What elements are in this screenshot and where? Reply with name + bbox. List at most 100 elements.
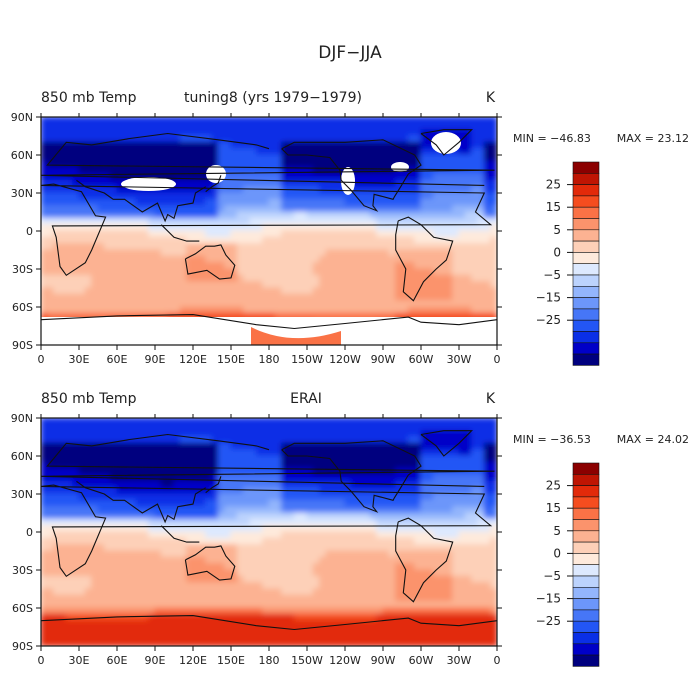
x-tick-label: 90W [371,353,396,366]
y-tick-label: 30S [12,263,33,276]
x-tick-label: 150W [291,654,323,667]
max-label: MAX = 24.02 [617,433,689,446]
colorbar-swatch [572,473,600,486]
y-tick-label: 60N [11,450,33,463]
x-tick-label: 180 [259,654,280,667]
colorbar-swatch [572,654,600,667]
y-tick-label: 30N [11,187,33,200]
colorbar-tick-label: 25 [546,479,561,493]
temperature-field [41,418,497,646]
colorbar-tick-label: 0 [553,245,561,259]
colorbar-swatch [572,564,600,577]
y-tick-label: 60S [12,301,33,314]
x-tick-label: 60W [409,654,434,667]
panel-title: 850 mb Temp [41,391,137,407]
colorbar-tick-label: −15 [536,592,561,606]
colorbar: 25 15 5 0 −5 −15 −25 [536,161,600,366]
colorbar-swatch [572,575,600,588]
colorbar-tick-label: 15 [546,501,561,515]
x-tick-label: 60E [107,353,128,366]
x-tick-label: 30E [69,353,90,366]
colorbar-tick-label: −5 [543,268,561,282]
colorbar-tick-label: 5 [553,524,561,538]
y-tick-label: 90N [11,412,33,425]
colorbar-swatch [572,462,600,475]
colorbar-swatch [572,541,600,554]
x-tick-label: 90E [145,654,166,667]
x-tick-label: 30W [447,654,472,667]
colorbar-swatch [572,229,600,242]
colorbar-swatch [572,252,600,264]
colorbar-swatch [572,530,600,543]
colorbar-swatch [572,643,600,656]
colorbar-swatch [572,263,600,276]
x-tick-label: 120W [329,654,361,667]
colorbar-tick-label: 0 [553,546,561,560]
map-panel-2: 850 mb Temp ERAI K0 30E 60E 90E 120E 150E 180 150… [11,391,689,667]
temperature-field [41,117,497,345]
x-tick-label: 30E [69,654,90,667]
x-tick-label: 180 [259,353,280,366]
coastlines [41,129,497,330]
max-label: MAX = 23.12 [617,132,689,145]
x-tick-label: 120W [329,353,361,366]
map-panel-1: 850 mb Temp tuning8 (yrs 1979−1979) K 0 30E 6… [11,90,689,366]
colorbar-swatch [572,507,600,520]
colorbar-swatch [572,240,600,253]
panel-subtitle: tuning8 (yrs 1979−1979) [184,90,362,106]
colorbar-tick-label: 25 [546,178,561,192]
y-tick-label: 90S [12,339,33,352]
x-tick-label: 150W [291,353,323,366]
colorbar-tick-label: −25 [536,313,561,327]
colorbar-swatch [572,632,600,645]
figure-title: DJF−JJA [318,43,382,63]
y-tick-label: 0 [26,526,33,539]
x-tick-label: 60W [409,353,434,366]
y-tick-label: 30S [12,564,33,577]
colorbar-swatch [572,285,600,298]
colorbar-swatch [572,184,600,197]
y-tick-label: 30N [11,488,33,501]
colorbar-swatch [572,161,600,174]
colorbar-swatch [572,496,600,509]
x-tick-label: 60E [107,654,128,667]
x-tick-label: 0 [494,353,501,366]
x-tick-label: 90W [371,654,396,667]
colorbar-tick-label: 5 [553,223,561,237]
y-tick-label: 0 [26,225,33,238]
colorbar-swatch [572,586,600,599]
colorbar-swatch [572,308,600,321]
x-tick-label: 90E [145,353,166,366]
y-tick-label: 90N [11,111,33,124]
coastlines [41,430,497,631]
panel-subtitle: ERAI [290,391,322,407]
colorbar-swatch [572,173,600,185]
x-tick-label: 0 [38,353,45,366]
colorbar-swatch [572,485,600,498]
colorbar-tick-label: 15 [546,200,561,214]
colorbar-swatch [572,218,600,231]
x-tick-label: 0 [38,654,45,667]
colorbar-tick-label: −25 [536,614,561,628]
units-label: K [486,391,496,407]
colorbar-swatch [572,609,600,622]
colorbar-swatch [572,342,600,355]
panels: 850 mb Temp tuning8 (yrs 1979−1979) K 0 30E 6… [11,90,689,667]
x-tick-label: 0 [494,654,501,667]
x-tick-label: 30W [447,353,472,366]
colorbar-swatch [572,553,600,566]
colorbar-swatch [572,206,600,219]
x-tick-label: 120E [179,353,207,366]
colorbar-swatch [572,620,600,633]
colorbar-swatch [572,519,600,532]
x-tick-label: 120E [179,654,207,667]
colorbar: 25 15 5 0 −5 −15 −25 [536,462,600,667]
colorbar-swatch [572,195,600,208]
y-tick-label: 60N [11,149,33,162]
y-tick-label: 90S [12,640,33,653]
x-tick-label: 150E [217,654,245,667]
min-label: MIN = −36.53 [513,433,591,446]
colorbar-swatch [572,319,600,332]
colorbar-tick-label: −5 [543,569,561,583]
